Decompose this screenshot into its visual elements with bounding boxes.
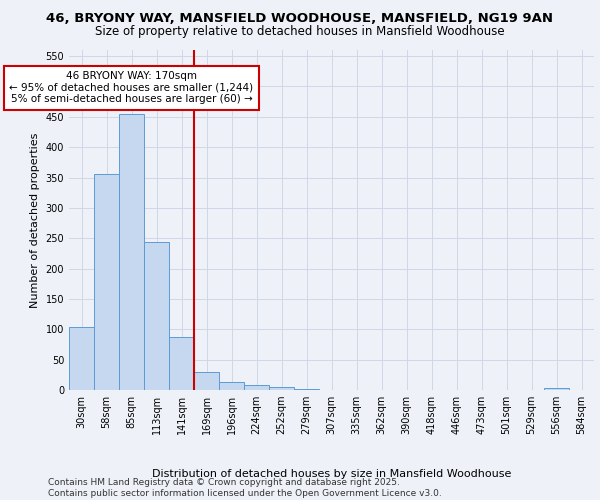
Bar	[94, 174, 119, 390]
Bar	[544, 388, 569, 390]
Bar	[194, 372, 219, 390]
Bar	[219, 382, 244, 390]
Text: 46, BRYONY WAY, MANSFIELD WOODHOUSE, MANSFIELD, NG19 9AN: 46, BRYONY WAY, MANSFIELD WOODHOUSE, MAN…	[47, 12, 554, 26]
Text: Size of property relative to detached houses in Mansfield Woodhouse: Size of property relative to detached ho…	[95, 25, 505, 38]
Text: 46 BRYONY WAY: 170sqm
← 95% of detached houses are smaller (1,244)
5% of semi-de: 46 BRYONY WAY: 170sqm ← 95% of detached …	[10, 71, 254, 104]
Bar	[144, 242, 169, 390]
Text: Contains HM Land Registry data © Crown copyright and database right 2025.
Contai: Contains HM Land Registry data © Crown c…	[48, 478, 442, 498]
Bar	[244, 385, 269, 390]
Y-axis label: Number of detached properties: Number of detached properties	[30, 132, 40, 308]
Bar	[119, 114, 144, 390]
Bar	[269, 387, 294, 390]
Bar	[169, 336, 194, 390]
X-axis label: Distribution of detached houses by size in Mansfield Woodhouse: Distribution of detached houses by size …	[152, 469, 511, 479]
Bar	[69, 327, 94, 390]
